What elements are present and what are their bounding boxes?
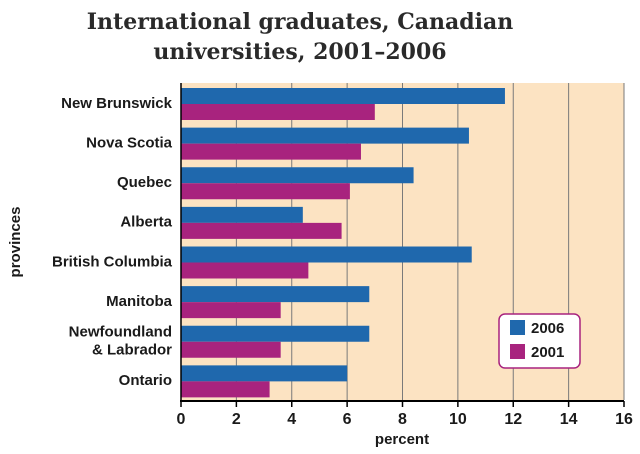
- x-tick-label-8: 8: [398, 411, 407, 428]
- category-labels: New Brunswick Nova Scotia Quebec Alberta Bri…: [52, 95, 173, 389]
- legend-label-2006: 2006: [531, 320, 564, 337]
- category-label: Quebec: [117, 174, 172, 191]
- bar-2006-ontario: [181, 365, 348, 382]
- bar-2001-ontario: [181, 381, 270, 398]
- chart-title-line-1: International graduates, Canadian: [87, 9, 513, 35]
- bar-2006-quebec: [181, 167, 414, 184]
- x-tick-label-6: 6: [343, 411, 352, 428]
- bar-2001-newfoundland-labrador: [181, 341, 281, 358]
- bar-2006-manitoba: [181, 286, 370, 303]
- category-label: Ontario: [119, 372, 172, 389]
- legend: 2006 2001: [498, 313, 581, 369]
- bar-2001-nova-scotia: [181, 143, 361, 160]
- x-tick-label-16: 16: [615, 411, 633, 428]
- legend-label-2001: 2001: [531, 344, 564, 361]
- bar-2006-nova-scotia: [181, 127, 469, 144]
- bar-2001-manitoba: [181, 302, 281, 319]
- category-label: Newfoundland: [69, 324, 172, 341]
- bars: [181, 88, 505, 398]
- x-ticks: 0 2 4 6 8 10 12 14 16: [177, 401, 633, 428]
- x-tick-label-4: 4: [287, 411, 296, 428]
- chart-title-line-2: universities, 2001–2006: [153, 39, 446, 65]
- x-tick-label-2: 2: [232, 411, 241, 428]
- category-label: Nova Scotia: [86, 134, 173, 151]
- bar-2001-quebec: [181, 183, 350, 200]
- x-axis-title: percent: [375, 431, 429, 448]
- category-label: & Labrador: [92, 342, 172, 359]
- legend-swatch-2006: [510, 320, 525, 335]
- x-tick-label-12: 12: [504, 411, 522, 428]
- category-label: New Brunswick: [61, 95, 173, 112]
- x-tick-label-14: 14: [560, 411, 578, 428]
- legend-swatch-2001: [510, 344, 525, 359]
- bar-2001-alberta: [181, 222, 342, 239]
- category-label: Manitoba: [106, 293, 172, 310]
- bar-2006-new-brunswick: [181, 88, 505, 104]
- x-tick-label-0: 0: [177, 411, 186, 428]
- y-axis-title: provinces: [7, 207, 24, 278]
- bar-2006-british-columbia: [181, 246, 472, 263]
- category-label: British Columbia: [52, 253, 173, 270]
- bar-2006-alberta: [181, 206, 303, 223]
- bar-2006-newfoundland-labrador: [181, 325, 370, 342]
- bar-2001-british-columbia: [181, 262, 309, 279]
- category-label: Alberta: [120, 214, 172, 231]
- bar-2001-new-brunswick: [181, 104, 375, 120]
- x-tick-label-10: 10: [449, 411, 467, 428]
